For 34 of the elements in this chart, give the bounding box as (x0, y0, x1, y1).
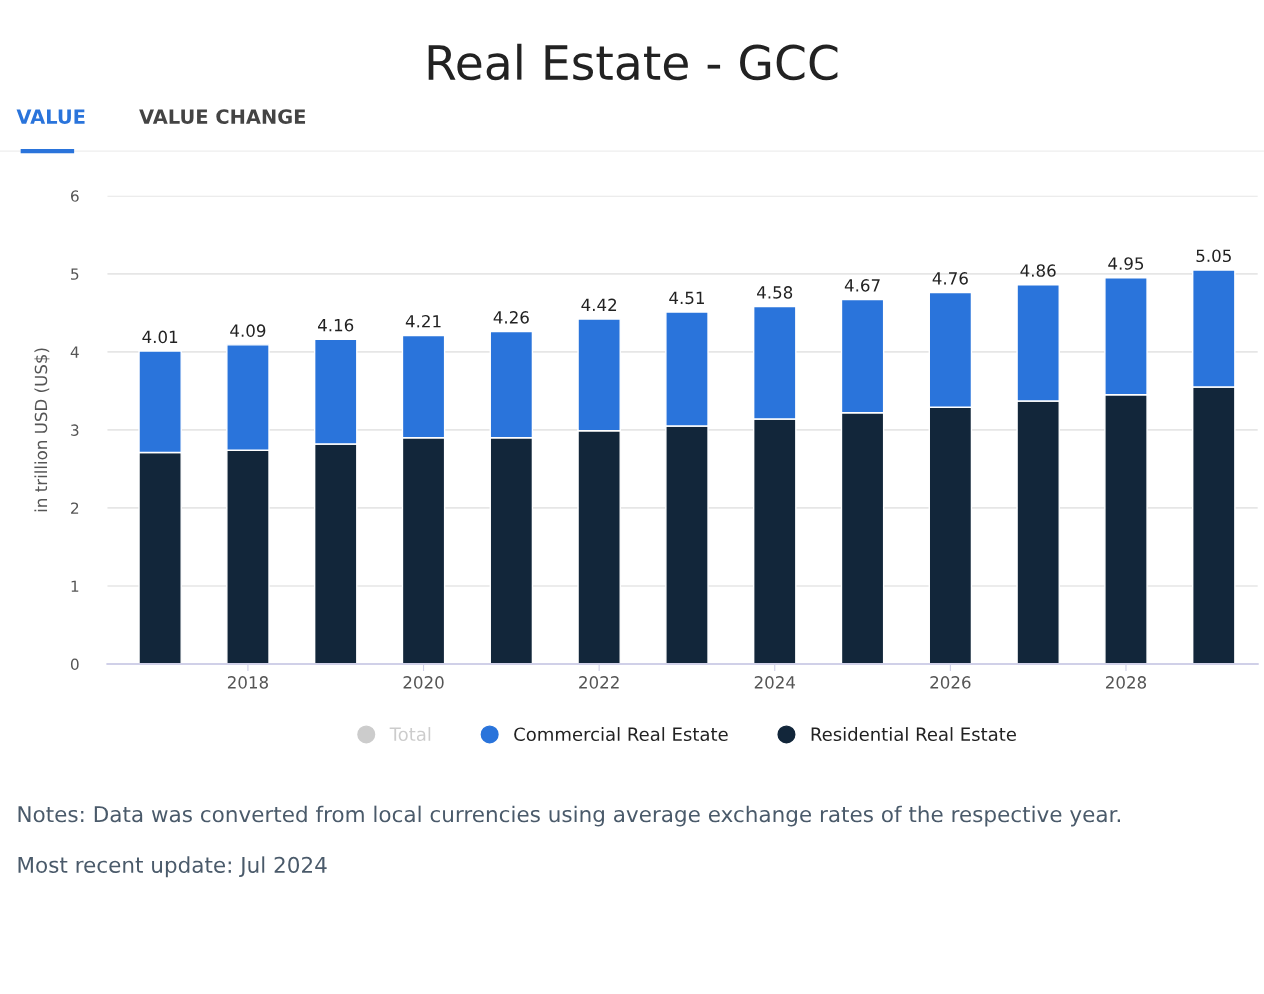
y-tick-label: 4 (70, 346, 79, 358)
x-tick-label: 2024 (754, 676, 796, 689)
x-tick-label: 2026 (930, 676, 971, 689)
y-tick-label: 0 (70, 658, 79, 671)
total-label: 5.05 (1196, 249, 1231, 263)
total-label: 4.51 (669, 291, 704, 305)
total-label: 4.95 (1108, 257, 1144, 270)
total-label: 4.01 (142, 330, 178, 344)
y-tick-label: 5 (71, 268, 79, 280)
total-label: 4.09 (230, 324, 266, 337)
total-label: 4.42 (581, 298, 617, 311)
x-tick-label: 2028 (1105, 676, 1147, 689)
text: Most recent update: Jul 2024 (18, 856, 327, 878)
total-label: 4.76 (932, 272, 968, 285)
y-tick-label: 3 (71, 424, 79, 436)
y-tick-label: 6 (71, 190, 79, 202)
x-tick-label: 2022 (579, 676, 619, 689)
total-label: 4.86 (1020, 264, 1056, 277)
total-label: 4.67 (844, 279, 880, 292)
total-label: 4.58 (757, 286, 793, 299)
x-tick-label: 2020 (403, 676, 444, 689)
text: VALUE CHANGE (139, 109, 306, 124)
total-label: 4.21 (405, 314, 441, 328)
total-label: 4.16 (317, 318, 354, 332)
y-axis-title: in trillion USD (US$) (34, 348, 50, 512)
y-tick-label: 2 (71, 502, 79, 514)
y-tick-label: 1 (71, 580, 79, 592)
text: VALUE (16, 109, 85, 124)
text: Notes: Data was converted from local currencies using average exchange rates of the respective year. (18, 805, 1120, 827)
legend-label: Residential Real Estate (811, 727, 1016, 742)
total-label: 4.26 (493, 311, 529, 324)
legend-label: Commercial Real Estate (514, 727, 728, 742)
x-tick-label: 2018 (227, 676, 268, 689)
chart-title: Real Estate - GCC (428, 43, 838, 81)
